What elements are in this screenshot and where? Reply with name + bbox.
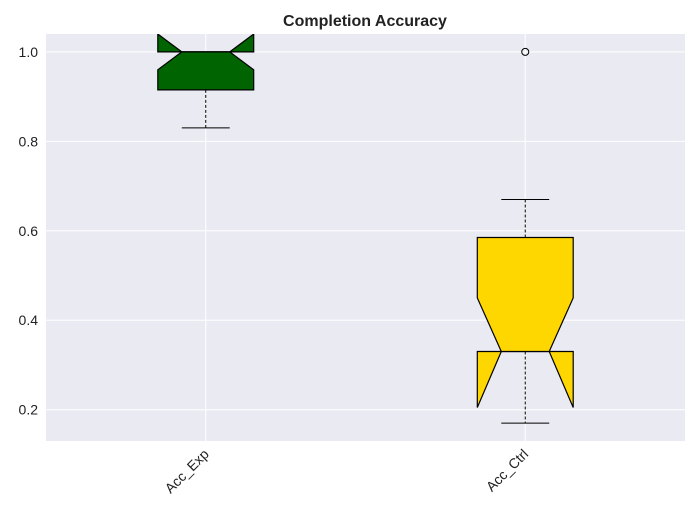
boxes — [157, 34, 574, 424]
y-tick-label: 0.8 — [19, 133, 39, 149]
outlier-point — [521, 47, 530, 56]
x-tick-label: Acc_Ctrl — [483, 446, 532, 495]
y-tick-label: 0.6 — [19, 223, 39, 239]
box-group — [157, 34, 574, 424]
plot-background — [46, 34, 685, 441]
x-tick-label: Acc_Exp — [161, 446, 212, 497]
y-axis-ticks: 0.2 0.4 0.6 0.8 1.0 — [19, 44, 39, 418]
box-Acc_Exp — [157, 34, 255, 91]
box-Acc_Ctrl — [476, 236, 574, 408]
y-tick-label: 1.0 — [19, 44, 39, 60]
y-tick-label: 0.2 — [19, 402, 39, 418]
x-axis-ticks: Acc_Exp Acc_Ctrl — [161, 446, 531, 497]
y-tick-label: 0.4 — [19, 312, 39, 328]
chart-title: Completion Accuracy — [283, 13, 447, 30]
